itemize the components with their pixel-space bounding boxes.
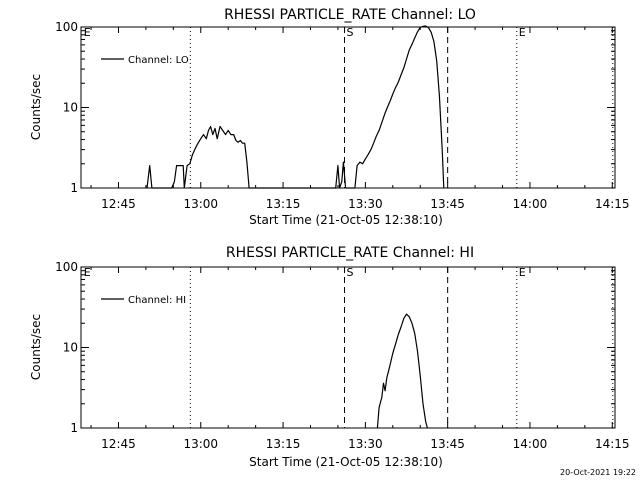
hi-x-tick-label: 14:00 bbox=[513, 437, 548, 451]
lo-y-axis-label: Counts/sec bbox=[29, 74, 43, 140]
hi-y-tick-label: 10 bbox=[63, 341, 78, 355]
lo-y-tick-label: 100 bbox=[55, 20, 78, 34]
hi-chart-title: RHESSI PARTICLE_RATE Channel: HI bbox=[226, 245, 474, 261]
lo-event-marker-label: E bbox=[519, 26, 526, 39]
lo-x-axis-label: Start Time (21-Oct-05 12:38:10) bbox=[249, 213, 443, 227]
lo-legend-label: Channel: LO bbox=[128, 55, 189, 66]
hi-x-axis-label: Start Time (21-Oct-05 12:38:10) bbox=[249, 455, 443, 469]
hi-plot-frame bbox=[80, 266, 616, 429]
hi-channel-panel: RHESSI PARTICLE_RATE Channel: HI Counts/… bbox=[29, 245, 630, 469]
hi-x-tick-label: 13:45 bbox=[430, 437, 465, 451]
lo-x-tick-label: 13:00 bbox=[183, 197, 218, 211]
lo-x-tick-label: 14:00 bbox=[513, 197, 548, 211]
lo-y-tick-label: 1 bbox=[70, 181, 78, 195]
lo-x-tick-label: 13:45 bbox=[430, 197, 465, 211]
hi-event-marker-label: E bbox=[84, 266, 91, 279]
hi-y-axis-label: Counts/sec bbox=[29, 314, 43, 380]
lo-x-tick-label: 13:15 bbox=[266, 197, 301, 211]
lo-series-line bbox=[146, 25, 445, 189]
lo-chart-title: RHESSI PARTICLE_RATE Channel: LO bbox=[224, 7, 476, 23]
hi-y-tick-label: 1 bbox=[70, 421, 78, 435]
lo-x-tick-label: 13:30 bbox=[348, 197, 383, 211]
lo-channel-panel: RHESSI PARTICLE_RATE Channel: LO Counts/… bbox=[29, 7, 630, 227]
hi-x-tick-label: 13:00 bbox=[183, 437, 218, 451]
lo-plot-frame bbox=[80, 26, 616, 189]
print-timestamp: 20-Oct-2021 19:22 bbox=[560, 468, 636, 477]
hi-x-tick-label: 12:45 bbox=[101, 437, 136, 451]
hi-series-line bbox=[376, 313, 428, 429]
lo-x-tick-label: 14:15 bbox=[595, 197, 630, 211]
lo-x-tick-label: 12:45 bbox=[101, 197, 136, 211]
hi-x-tick-label: 14:15 bbox=[595, 437, 630, 451]
hi-x-tick-label: 13:30 bbox=[348, 437, 383, 451]
hi-event-marker-label: E bbox=[519, 266, 526, 279]
hi-event-marker-label: S bbox=[347, 266, 354, 279]
lo-event-marker-label: E bbox=[84, 26, 91, 39]
hi-y-tick-label: 100 bbox=[55, 260, 78, 274]
lo-y-tick-label: 10 bbox=[63, 101, 78, 115]
hi-x-tick-label: 13:15 bbox=[266, 437, 301, 451]
hi-legend-label: Channel: HI bbox=[128, 295, 186, 306]
lo-event-marker-label: S bbox=[347, 26, 354, 39]
